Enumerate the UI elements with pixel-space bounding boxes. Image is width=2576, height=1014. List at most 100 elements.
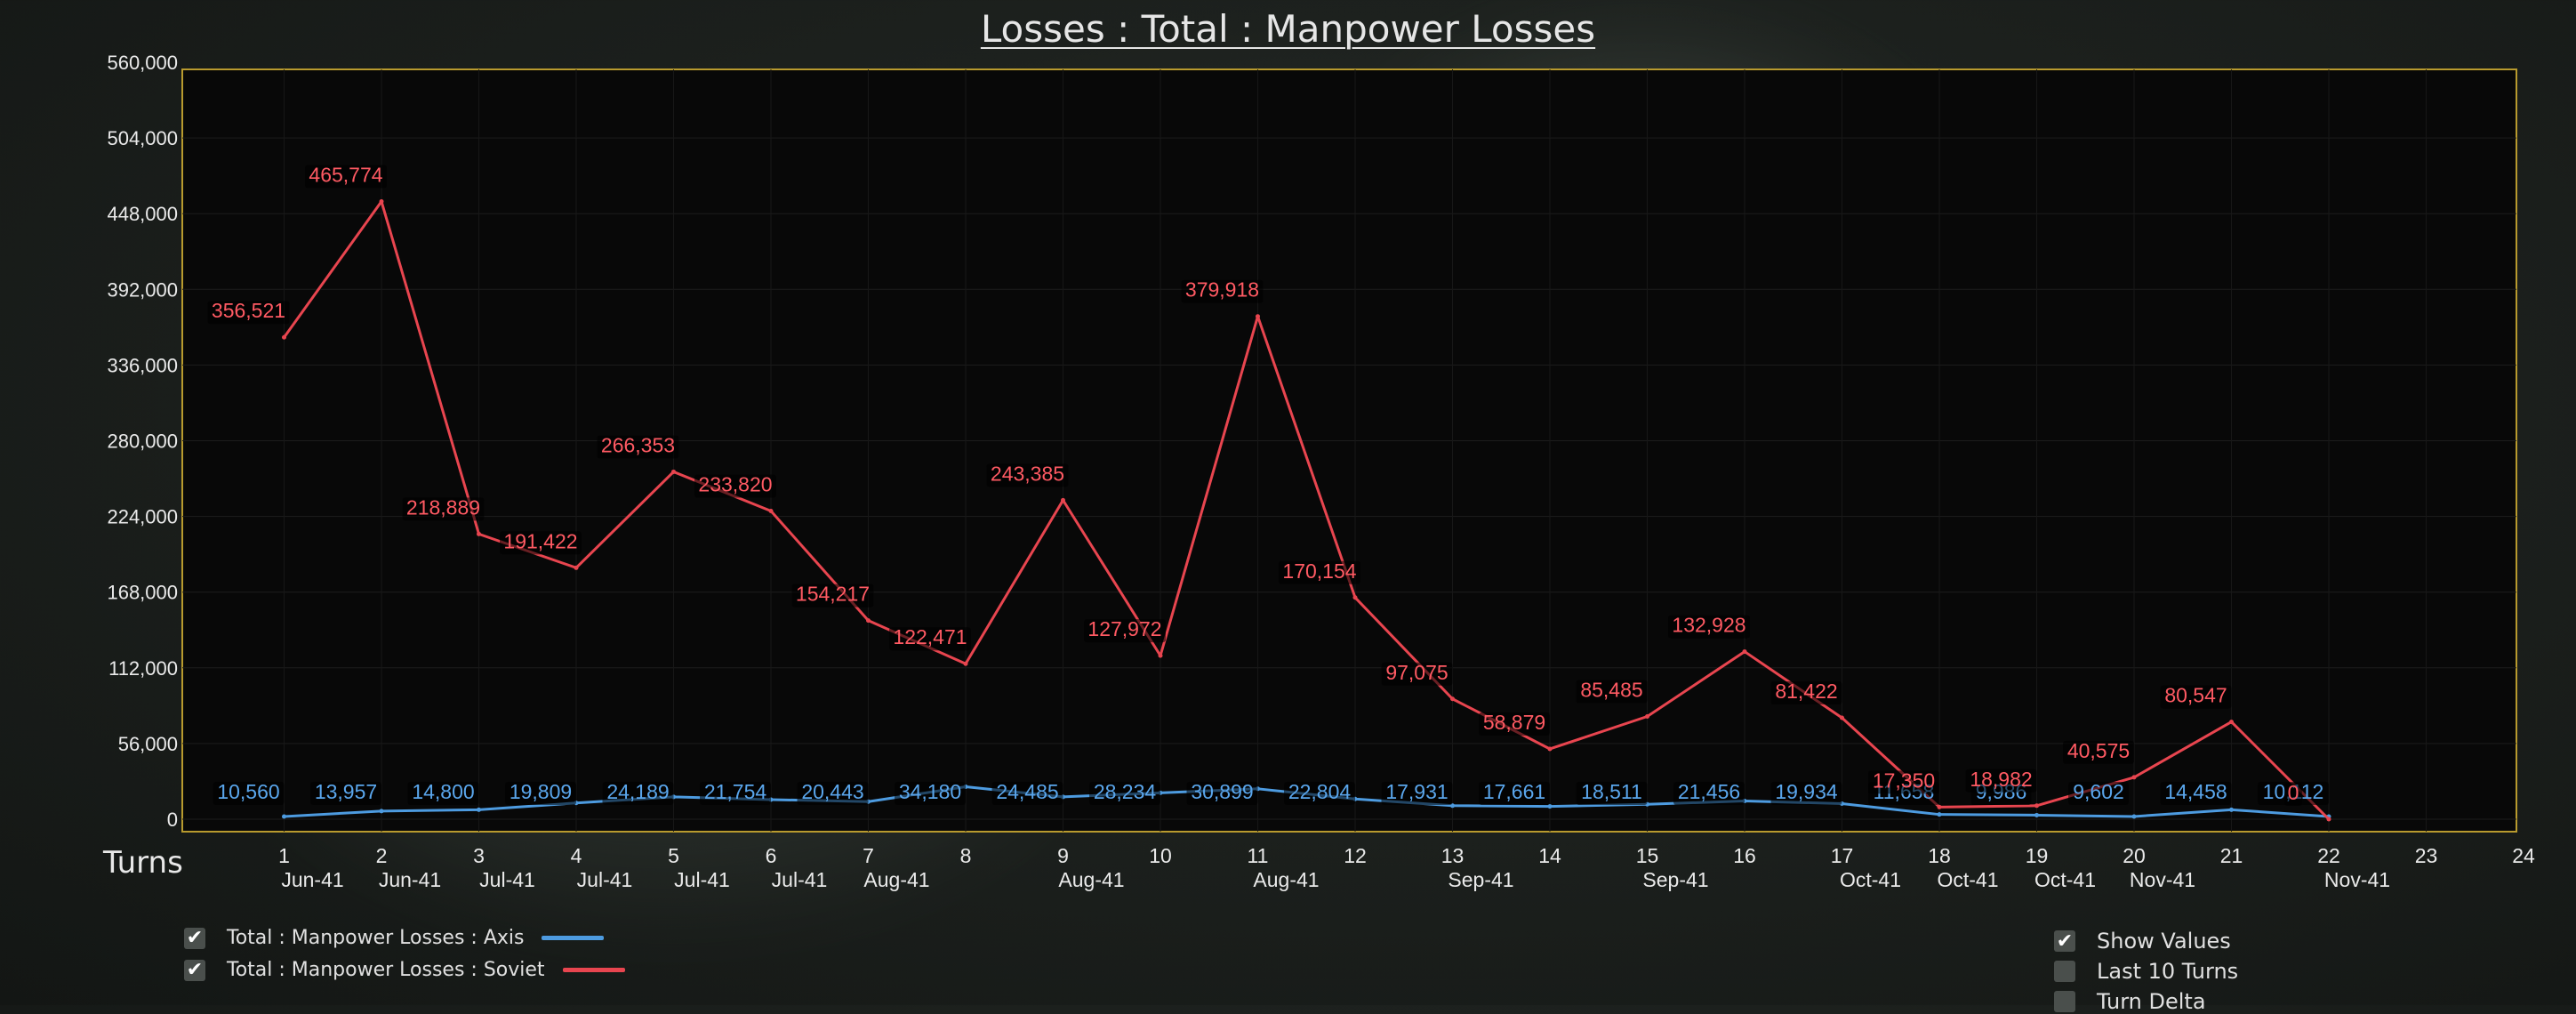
show-values-label: Show Values bbox=[2097, 929, 2231, 954]
data-label-bg bbox=[700, 782, 771, 805]
y-tick-label: 224,000 bbox=[107, 506, 178, 528]
data-label-bg bbox=[797, 782, 869, 805]
y-tick-label: 168,000 bbox=[107, 582, 178, 604]
x-tick-date: Jun-41 bbox=[281, 868, 343, 891]
soviet-data-label: 85,485 bbox=[1580, 679, 1642, 702]
x-tick-turn: 8 bbox=[960, 844, 972, 867]
data-label-bg bbox=[889, 627, 971, 651]
option-last-10-turns[interactable]: Last 10 Turns bbox=[2054, 959, 2238, 984]
data-label-bg bbox=[207, 301, 290, 325]
x-tick-turn: 15 bbox=[1636, 844, 1659, 867]
axis-data-label: 19,934 bbox=[1775, 780, 1838, 803]
soviet-data-point bbox=[2034, 803, 2039, 809]
soviet-data-point bbox=[1450, 696, 1455, 702]
option-turn-delta[interactable]: Turn Delta bbox=[2054, 989, 2206, 1014]
x-tick-turn: 2 bbox=[376, 844, 388, 867]
chart-title: Losses : Total : Manpower Losses bbox=[980, 7, 1596, 51]
axis-data-label: 17,661 bbox=[1483, 780, 1545, 803]
data-label-bg bbox=[213, 782, 285, 805]
legend-item-axis[interactable]: ✔ Total : Manpower Losses : Axis bbox=[184, 927, 605, 949]
data-label-bg bbox=[1965, 769, 2037, 793]
soviet-data-label: 379,918 bbox=[1185, 278, 1259, 302]
data-label-bg bbox=[1089, 782, 1160, 805]
x-tick-date: Jun-41 bbox=[379, 868, 441, 891]
soviet-data-point bbox=[1158, 653, 1163, 658]
x-tick-date: Nov-41 bbox=[2324, 868, 2390, 891]
data-label-bg bbox=[1668, 615, 1750, 639]
soviet-data-label: 356,521 bbox=[212, 299, 285, 322]
last-10-turns-checkbox[interactable] bbox=[2054, 961, 2075, 982]
x-tick-turn: 21 bbox=[2220, 844, 2243, 867]
x-tick-turn: 6 bbox=[766, 844, 777, 867]
x-tick-date: Sep-41 bbox=[1448, 868, 1513, 891]
axis-data-point bbox=[282, 814, 286, 819]
axis-data-label: 21,456 bbox=[1678, 780, 1740, 803]
axis-data-point bbox=[2229, 807, 2234, 812]
x-tick-date: Jul-41 bbox=[577, 868, 633, 891]
data-label-bg bbox=[402, 497, 485, 521]
soviet-data-point bbox=[379, 199, 384, 205]
axis-data-label: 24,189 bbox=[606, 780, 669, 803]
data-label-bg bbox=[2160, 685, 2232, 709]
data-label-bg bbox=[505, 782, 576, 805]
show-values-checkbox[interactable]: ✔ bbox=[2054, 930, 2075, 953]
x-tick-turn: 23 bbox=[2415, 844, 2438, 867]
x-tick-turn: 7 bbox=[863, 844, 874, 867]
option-show-values[interactable]: ✔ Show Values bbox=[2054, 929, 2231, 954]
axis-data-point bbox=[1450, 803, 1455, 809]
x-tick-turn: 16 bbox=[1733, 844, 1756, 867]
axis-data-label: 21,754 bbox=[704, 780, 767, 803]
data-label-bg bbox=[1770, 681, 1842, 705]
data-label-bg bbox=[1279, 560, 1360, 584]
x-tick-turn: 22 bbox=[2317, 844, 2340, 867]
soviet-data-point bbox=[671, 469, 676, 474]
soviet-data-label: 81,422 bbox=[1775, 680, 1837, 703]
soviet-data-point bbox=[1742, 649, 1747, 655]
soviet-data-point bbox=[477, 531, 481, 536]
data-label-bg bbox=[991, 782, 1063, 805]
x-tick-turn: 19 bbox=[2026, 844, 2049, 867]
soviet-data-label: 266,353 bbox=[601, 433, 675, 456]
soviet-data-point bbox=[2131, 775, 2137, 780]
x-tick-date: Oct-41 bbox=[1937, 868, 1998, 891]
soviet-data-label: 170,154 bbox=[1282, 559, 1356, 583]
x-tick-date: Oct-41 bbox=[2034, 868, 2096, 891]
x-tick-date: Sep-41 bbox=[1642, 868, 1708, 891]
axis-data-label: 20,443 bbox=[801, 780, 863, 803]
soviet-data-label: 40,575 bbox=[2067, 739, 2130, 762]
legend-item-soviet[interactable]: ✔ Total : Manpower Losses : Soviet bbox=[184, 959, 625, 981]
data-labels: 10,560 13,957 14,800 19,809 24,189 21,754 20,4… bbox=[207, 164, 2329, 806]
data-label-bg bbox=[597, 435, 679, 459]
x-tick-turn: 13 bbox=[1441, 844, 1465, 867]
soviet-series-line bbox=[283, 200, 2331, 821]
axis-data-label: 30,899 bbox=[1191, 780, 1253, 803]
axis-data-label: 10,560 bbox=[217, 780, 279, 803]
data-label-bg bbox=[1868, 770, 1939, 794]
y-tick-label: 392,000 bbox=[107, 278, 178, 301]
turn-delta-checkbox[interactable] bbox=[2054, 991, 2075, 1012]
data-label-bg bbox=[2063, 740, 2134, 764]
data-label-bg bbox=[1181, 279, 1264, 303]
soviet-data-point bbox=[1256, 314, 1260, 319]
axis-data-label: 24,485 bbox=[996, 780, 1058, 803]
data-label-bg bbox=[1479, 782, 1550, 805]
x-tick-date: Jul-41 bbox=[772, 868, 828, 891]
legend-soviet-checkbox[interactable]: ✔ bbox=[184, 959, 205, 981]
soviet-data-point bbox=[1352, 595, 1358, 600]
soviet-data-label: 122,471 bbox=[893, 625, 967, 648]
y-tick-label: 504,000 bbox=[107, 127, 178, 149]
soviet-data-label: 191,422 bbox=[503, 529, 577, 552]
soviet-data-point bbox=[282, 334, 286, 340]
axis-data-label: 22,804 bbox=[1288, 780, 1352, 803]
legend-axis-checkbox[interactable]: ✔ bbox=[184, 927, 205, 949]
axis-data-label: 19,809 bbox=[510, 780, 572, 803]
x-tick-turn: 3 bbox=[473, 844, 485, 867]
data-label-bg bbox=[500, 531, 582, 555]
soviet-data-point bbox=[1937, 804, 1942, 809]
soviet-data-point bbox=[963, 661, 968, 666]
x-tick-turn: 10 bbox=[1149, 844, 1172, 867]
y-tick-label: 0 bbox=[167, 809, 178, 831]
x-tick-date: Oct-41 bbox=[1840, 868, 1901, 891]
data-label-bg bbox=[2284, 783, 2302, 806]
